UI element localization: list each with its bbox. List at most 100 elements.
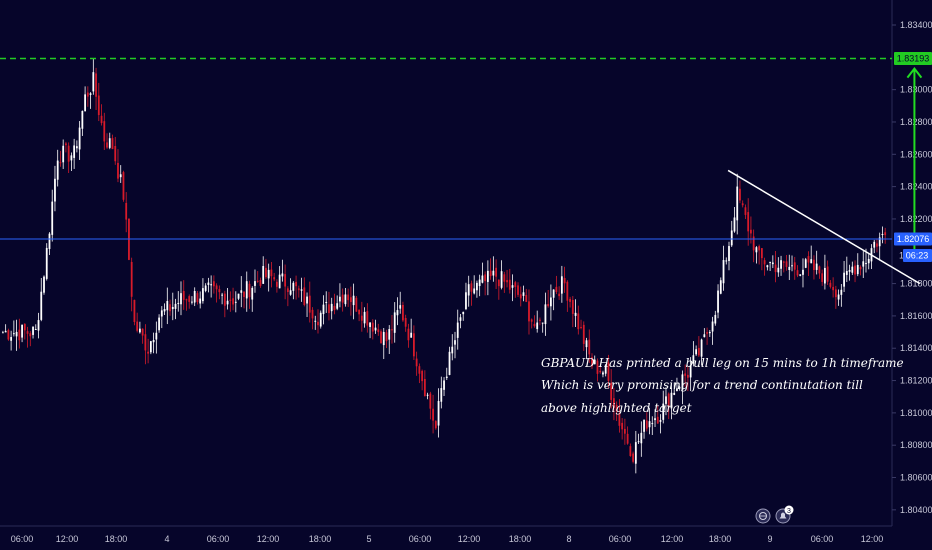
candle-body (56, 160, 59, 180)
y-tick-label: 1.82200 (900, 214, 932, 224)
candle-body (317, 321, 319, 326)
candle-body (467, 284, 470, 296)
candle-body (251, 287, 254, 300)
candle-body (744, 207, 747, 215)
candle-body (237, 293, 240, 299)
candle-body (615, 405, 618, 412)
candle-body (339, 296, 341, 302)
candle-body (297, 288, 300, 291)
globe-icon[interactable] (755, 508, 771, 524)
plot-area[interactable] (0, 0, 892, 526)
candle-body (791, 265, 793, 267)
candle-body (89, 93, 92, 95)
candle-body (708, 332, 711, 334)
candle-body (662, 403, 665, 420)
candle-body (21, 324, 23, 338)
candle-body (119, 174, 122, 178)
candle-body (845, 271, 848, 275)
candle-body (862, 261, 865, 267)
candle-body (276, 281, 278, 287)
candle-body (673, 392, 676, 395)
x-tick-label: 18:00 (709, 534, 732, 544)
candle-body (360, 315, 363, 321)
candle-body (111, 138, 114, 150)
candle-body (478, 279, 481, 287)
candle-body (204, 285, 207, 291)
candle-body (824, 267, 826, 284)
trend-line[interactable] (727, 169, 921, 285)
x-tick-label: 12:00 (257, 534, 280, 544)
annotation-text[interactable]: GBPAUD Has printed a bull leg on 15 mins… (541, 356, 904, 415)
candle-body (188, 296, 191, 302)
candle-body (500, 271, 503, 288)
candle-body (815, 263, 818, 270)
x-tick-label: 8 (566, 534, 571, 544)
candle-body (147, 351, 150, 354)
x-tick-label: 4 (164, 534, 169, 544)
candle-body (295, 281, 297, 287)
candle-body (758, 246, 761, 251)
candle-body (122, 172, 125, 200)
candle-body (330, 303, 333, 312)
candle-body (278, 274, 281, 289)
candle-body (223, 293, 226, 306)
alert-icon[interactable]: 3 (775, 505, 794, 524)
candle-body (265, 267, 267, 278)
candle-body (470, 283, 473, 292)
annotation-line-3: above highlighted target (541, 401, 692, 415)
candle-body (410, 332, 413, 338)
candle-body (10, 337, 13, 341)
target-price-label-text: 1.83193 (897, 53, 930, 63)
candle-body (684, 373, 687, 376)
candle-body (303, 287, 306, 305)
candle-body (832, 286, 835, 291)
current-price-label: 1.82076 (894, 232, 932, 246)
candle-body (440, 388, 443, 402)
countdown-label-bg (903, 248, 932, 262)
candle-body (851, 266, 854, 273)
candle-body (65, 143, 67, 146)
candle-body (859, 267, 862, 270)
candle-body (774, 264, 777, 273)
candle-body (169, 304, 171, 312)
candle-body (569, 298, 571, 302)
target-price-label-bg (894, 51, 932, 65)
candle-body (813, 259, 815, 271)
candle-body (799, 274, 802, 276)
candle-body (32, 326, 34, 335)
candle-body (54, 178, 56, 202)
candle-body (618, 413, 621, 426)
candle-body (645, 420, 648, 429)
candle-body (160, 310, 163, 317)
candle-body (429, 393, 432, 409)
candle-body (363, 311, 366, 324)
candle-body (585, 340, 588, 348)
candle-body (865, 263, 867, 265)
candle-body (736, 186, 739, 221)
price-axis-ticks: 1.83400 1.83000 1.82800 1.82600 1.82400 1.822… (892, 20, 932, 515)
candle-body (837, 294, 840, 300)
candle-body (273, 277, 276, 280)
price-axis-area[interactable] (892, 0, 932, 550)
candle-body (878, 237, 881, 247)
time-axis-area[interactable] (0, 526, 892, 550)
candle-body (314, 320, 317, 322)
candle-body (599, 370, 602, 373)
candle-body (454, 340, 456, 345)
candle-body (166, 301, 169, 311)
candle-body (84, 94, 86, 112)
candle-body (349, 297, 352, 303)
candle-body (725, 260, 728, 262)
candle-body (719, 280, 722, 294)
target-arrow[interactable] (906, 67, 923, 260)
x-tick-label: 12:00 (56, 534, 79, 544)
candle-body (508, 279, 511, 290)
candle-body (344, 294, 347, 305)
candle-body (185, 299, 188, 301)
candle-body (106, 142, 108, 148)
candle-body (328, 304, 330, 314)
candle-body (558, 293, 561, 297)
candle-body (380, 331, 382, 344)
candle-body (596, 360, 599, 374)
